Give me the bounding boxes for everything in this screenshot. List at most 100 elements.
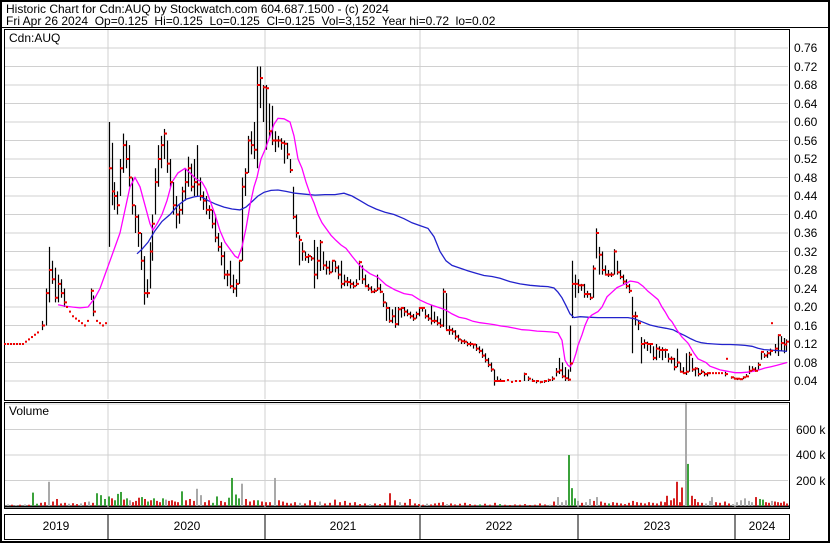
close-tick: [656, 347, 659, 350]
close-tick: [775, 347, 778, 350]
header-title-line: Historic Chart for Cdn:AUQ by Stockwatch…: [6, 2, 389, 16]
volume-bar: [768, 502, 770, 506]
close-tick: [683, 372, 686, 375]
close-tick: [540, 380, 543, 383]
volume-bar: [290, 503, 292, 506]
close-tick: [164, 132, 167, 135]
volume-bar: [640, 502, 642, 506]
close-tick: [407, 312, 410, 315]
volume-bar: [715, 502, 717, 506]
close-tick: [419, 306, 422, 309]
volume-bar: [489, 504, 491, 506]
volume-bar: [519, 504, 521, 506]
close-tick: [281, 141, 284, 144]
volume-bar: [60, 503, 62, 506]
close-tick: [314, 273, 317, 276]
volume-bar: [719, 502, 721, 506]
volume-bar: [329, 502, 331, 506]
close-tick: [662, 349, 665, 352]
volume-bar: [32, 492, 34, 506]
close-tick: [761, 350, 764, 353]
volume-bar: [589, 498, 591, 506]
close-tick: [91, 289, 94, 292]
volume-bar: [422, 504, 424, 506]
close-tick: [707, 372, 710, 375]
volume-bar: [11, 504, 13, 506]
close-tick: [578, 284, 581, 287]
close-tick: [552, 377, 555, 380]
close-tick: [191, 185, 194, 188]
volume-bar: [724, 501, 726, 506]
close-tick: [638, 322, 641, 325]
volume-bar: [309, 500, 311, 506]
close-tick: [326, 266, 329, 269]
close-tick: [245, 171, 248, 174]
close-tick: [758, 363, 761, 366]
volume-bar: [656, 503, 658, 506]
close-tick: [93, 310, 96, 313]
price-axis-tick: 0.44: [794, 189, 818, 203]
volume-bar: [241, 483, 243, 506]
close-tick: [404, 310, 407, 313]
close-tick: [248, 139, 251, 142]
volume-bar: [100, 495, 102, 506]
close-tick: [458, 338, 461, 341]
volume-bar: [736, 502, 738, 506]
volume-bar: [193, 500, 195, 506]
close-dot: [709, 372, 711, 375]
close-tick: [749, 369, 752, 372]
close-tick: [524, 373, 527, 376]
volume-bar: [64, 502, 66, 506]
close-tick: [440, 324, 443, 327]
volume-bar: [111, 498, 113, 506]
close-tick: [488, 363, 491, 366]
year-label: 2021: [329, 519, 357, 533]
price-axis-tick: 0.20: [794, 300, 818, 314]
volume-bar: [44, 502, 46, 506]
close-tick: [263, 86, 266, 89]
header-quote-line: Fri Apr 26 2024 Op=0.125 Hi=0.125 Lo=0.1…: [6, 14, 496, 28]
volume-bar: [379, 504, 381, 506]
volume-bar: [561, 502, 563, 506]
close-tick: [485, 359, 488, 362]
close-tick: [446, 329, 449, 332]
close-tick: [568, 378, 571, 381]
close-tick: [266, 87, 269, 90]
close-dot: [13, 343, 15, 345]
close-tick: [365, 285, 368, 288]
volume-bar: [464, 502, 466, 506]
close-tick: [548, 379, 551, 382]
close-tick: [743, 376, 746, 379]
close-tick: [227, 273, 230, 276]
close-tick: [185, 181, 188, 184]
close-tick: [188, 167, 191, 170]
volume-bar: [68, 503, 70, 506]
price-axis-tick: 0.76: [794, 41, 818, 55]
close-tick: [233, 287, 236, 290]
close-dot: [28, 338, 30, 341]
volume-bar: [604, 502, 606, 506]
close-tick: [176, 213, 179, 216]
volume-bar: [585, 502, 587, 506]
volume-bar: [755, 497, 757, 506]
close-tick: [311, 257, 314, 260]
close-tick: [64, 301, 67, 304]
close-tick: [138, 232, 141, 234]
volume-bar: [474, 504, 476, 506]
close-tick: [374, 289, 377, 292]
year-label: 2022: [485, 519, 513, 533]
volume-bar: [499, 504, 501, 506]
volume-bar: [286, 502, 288, 506]
close-dot: [19, 343, 21, 345]
close-tick: [671, 357, 674, 360]
close-tick: [650, 343, 653, 345]
close-tick: [221, 255, 224, 258]
volume-bar: [442, 502, 444, 506]
close-tick: [644, 342, 647, 345]
close-dot: [519, 380, 521, 382]
volume-bar: [771, 500, 773, 506]
close-dot: [105, 322, 107, 325]
close-tick: [215, 236, 218, 239]
price-axis-tick: 0.48: [794, 171, 818, 185]
close-tick: [287, 153, 290, 156]
